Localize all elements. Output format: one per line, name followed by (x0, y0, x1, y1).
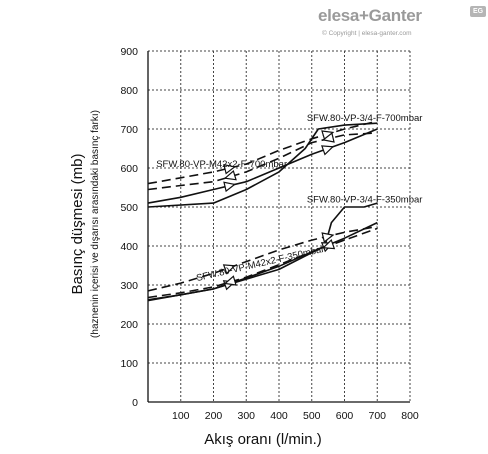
y-tick-label: 400 (120, 241, 138, 253)
series-line-1 (147, 122, 378, 208)
y-axis-sublabel: (haznenin içerisi ve dışarısı arasındaki… (90, 110, 101, 338)
series-arrow-marker (322, 239, 336, 250)
series-arrow-marker (223, 275, 237, 286)
y-axis-label: Basınç düşmesi (mb) (69, 154, 86, 295)
y-tick-label: 200 (120, 319, 138, 331)
series-arrow-marker (223, 169, 237, 181)
y-tick-label: 700 (120, 124, 138, 136)
series-annotation-2: SFW.80-VP-M42x2-F-700mbar (156, 159, 287, 170)
series-arrow-marker (321, 232, 335, 243)
series-annotation-3: SFW.80-VP-3/4-F-350mbar (307, 194, 423, 205)
x-tick-label: 800 (401, 410, 419, 422)
y-tick-label: 300 (120, 280, 138, 292)
x-tick-label: 300 (237, 410, 255, 422)
series-line-6 (147, 221, 378, 301)
y-tick-label: 800 (120, 85, 138, 97)
series-line-5 (147, 202, 378, 302)
y-tick-label: 500 (120, 202, 138, 214)
series-arrow-marker (222, 264, 236, 275)
series-arrow-marker (223, 181, 237, 193)
y-tick-label: 100 (120, 358, 138, 370)
series-annotation-1: SFW.80-VP-3/4-F-700mbar (307, 113, 423, 124)
x-axis-label: Akış oranı (l/min.) (204, 431, 322, 448)
axes: 100 200 300 400 500 600 700 800 0 100 200 300 400 500… (120, 46, 418, 422)
series-line-2 (147, 128, 378, 204)
y-tick-label: 0 (132, 397, 138, 409)
series-arrow-marker (321, 145, 335, 156)
x-tick-label: 600 (336, 410, 354, 422)
x-tick-label: 100 (172, 410, 190, 422)
series-group (147, 120, 378, 302)
brand-badge: EG (470, 6, 486, 17)
series-line-8 (147, 227, 378, 299)
brand-logo: elesa+Ganter EG © Copyright | elesa-gant… (318, 6, 486, 50)
series-annotation-4: SFW.80-VP-M42x2-F-350mbar (195, 244, 325, 284)
series-arrow-marker (321, 132, 335, 143)
x-tick-label: 400 (270, 410, 288, 422)
x-tick-label: 500 (303, 410, 321, 422)
series-line-3 (147, 120, 378, 185)
y-tick-label: 600 (120, 163, 138, 175)
annotations: SFW.80-VP-3/4-F-700mbar SFW.80-VP-M42x2-F… (156, 113, 422, 284)
brand-name: elesa+Ganter (318, 6, 422, 25)
grid (148, 50, 411, 402)
series-arrow-marker (223, 164, 237, 175)
series-line-7 (147, 225, 378, 292)
x-tick-label: 700 (368, 410, 386, 422)
y-tick-label: 900 (120, 46, 138, 58)
x-tick-label: 200 (205, 410, 223, 422)
brand-copyright: © Copyright | elesa-ganter.com (322, 30, 412, 37)
series-line-4 (147, 132, 378, 191)
